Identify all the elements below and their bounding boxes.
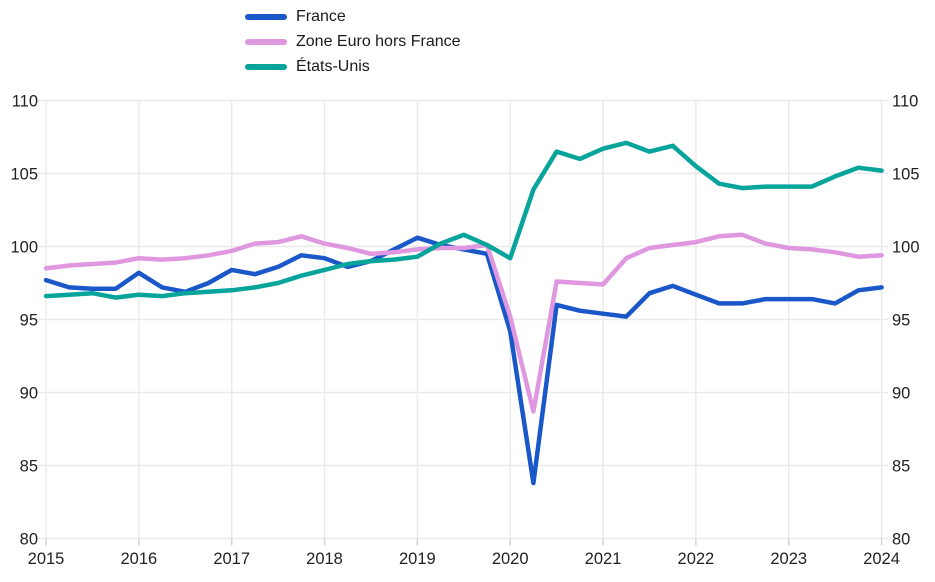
y-tick-label-left-105: 105 <box>10 166 38 184</box>
y-tick-label-left-95: 95 <box>20 312 38 330</box>
y-tick-label-left-80: 80 <box>20 531 38 549</box>
legend-swatch-icon <box>245 38 287 45</box>
x-tick-label-2017: 2017 <box>213 550 250 568</box>
series-line-2 <box>43 140 884 300</box>
x-tick-label-2021: 2021 <box>585 550 622 568</box>
legend-item-2: États-Unis <box>245 54 461 79</box>
x-tick-label-2023: 2023 <box>770 550 807 568</box>
y-tick-label-left-110: 110 <box>12 93 38 111</box>
legend-item-1: Zone Euro hors France <box>245 29 461 54</box>
series-line-1 <box>43 232 884 414</box>
x-tick-label-2024: 2024 <box>863 550 900 568</box>
y-tick-label-left-90: 90 <box>20 385 38 403</box>
legend-item-0: France <box>245 4 461 29</box>
legend-label: États-Unis <box>296 57 370 75</box>
y-tick-label-right-95: 95 <box>892 312 910 330</box>
legend-label: France <box>296 7 346 25</box>
y-tick-label-right-110: 110 <box>892 93 918 111</box>
series-line-0 <box>43 235 884 486</box>
x-tick-label-2020: 2020 <box>492 550 529 568</box>
y-tick-label-left-100: 100 <box>10 239 38 257</box>
x-tick-label-2015: 2015 <box>28 550 65 568</box>
y-tick-label-right-100: 100 <box>892 239 920 257</box>
y-tick-label-right-105: 105 <box>892 166 920 184</box>
y-tick-label-right-85: 85 <box>892 458 910 476</box>
y-tick-label-right-90: 90 <box>892 385 910 403</box>
y-tick-label-left-85: 85 <box>20 458 38 476</box>
legend: France Zone Euro hors France États-Unis <box>245 4 461 79</box>
legend-label: Zone Euro hors France <box>296 32 461 50</box>
legend-swatch-icon <box>245 13 287 20</box>
x-tick-label-2022: 2022 <box>678 550 715 568</box>
x-tick-label-2016: 2016 <box>120 550 157 568</box>
y-tick-label-right-80: 80 <box>892 531 910 549</box>
x-tick-label-2019: 2019 <box>399 550 436 568</box>
x-tick-label-2018: 2018 <box>306 550 343 568</box>
legend-swatch-icon <box>245 63 287 70</box>
